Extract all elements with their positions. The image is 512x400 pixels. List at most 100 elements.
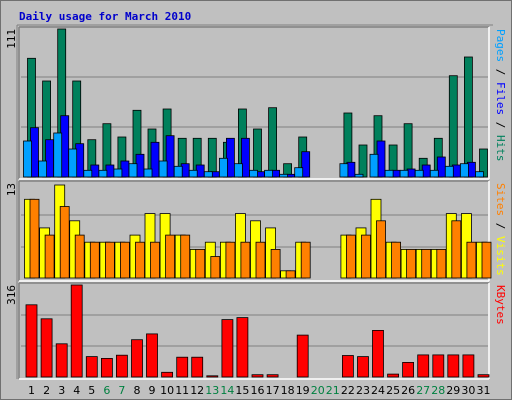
legend-top-part-0: Pages <box>494 29 507 62</box>
x-tick-label-15: 15 <box>235 384 249 397</box>
bar-sites-10 <box>165 234 176 279</box>
bar-pages-25 <box>384 169 394 178</box>
bar-kbytes-17 <box>266 374 279 378</box>
x-tick-label-20: 20 <box>311 384 325 397</box>
bar-sites-2 <box>44 234 55 279</box>
x-tick-label-21: 21 <box>326 384 340 397</box>
x-tick-label-31: 31 <box>477 384 491 397</box>
bar-pages-12 <box>188 169 198 178</box>
chart-title: Daily usage for March 2010 <box>19 10 191 23</box>
bar-sites-16 <box>255 241 266 279</box>
bar-kbytes-8 <box>131 339 143 378</box>
bar-files-14 <box>225 137 235 178</box>
x-tick-label-7: 7 <box>118 384 125 397</box>
legend-bottom-part-0: KBytes <box>494 285 507 325</box>
x-tick-label-24: 24 <box>371 384 385 397</box>
bar-kbytes-7 <box>116 354 128 378</box>
bar-pages-24 <box>369 153 379 178</box>
legend-top-part-4: Hits <box>494 135 507 162</box>
bar-sites-29 <box>451 220 462 279</box>
bar-kbytes-10 <box>161 371 174 378</box>
bar-sites-12 <box>195 248 206 279</box>
bar-sites-27 <box>421 248 432 279</box>
bar-pages-19 <box>294 167 304 178</box>
bar-kbytes-1 <box>25 304 38 378</box>
bar-pages-30 <box>459 163 469 178</box>
bar-sites-31 <box>481 241 492 279</box>
bar-pages-10 <box>158 160 168 178</box>
bar-sites-11 <box>180 234 191 279</box>
bar-files-15 <box>240 137 250 178</box>
x-tick-label-1: 1 <box>28 384 35 397</box>
x-tick-label-11: 11 <box>175 384 189 397</box>
bar-hits-17 <box>268 107 278 178</box>
legend-middle: Sites / Visits <box>494 183 507 276</box>
bar-pages-28 <box>429 169 439 178</box>
x-tick-label-18: 18 <box>281 384 295 397</box>
legend-middle-part-2: Visits <box>494 236 507 276</box>
x-tick-label-27: 27 <box>416 384 430 397</box>
legend-bottom: KBytes <box>494 285 507 325</box>
bar-pages-17 <box>264 169 274 178</box>
bar-sites-4 <box>74 234 85 279</box>
legend-top: Pages / Files / Hits <box>494 29 507 162</box>
bar-kbytes-24 <box>372 329 384 378</box>
bar-kbytes-2 <box>40 318 53 378</box>
x-tick-label-13: 13 <box>205 384 219 397</box>
x-tick-label-3: 3 <box>58 384 65 397</box>
legend-top-part-2: Files <box>494 82 507 115</box>
bar-sites-15 <box>240 241 251 279</box>
bar-pages-18 <box>279 173 289 178</box>
bar-kbytes-29 <box>447 354 460 378</box>
bar-sites-19 <box>300 241 311 279</box>
x-tick-label-12: 12 <box>190 384 204 397</box>
y-max-label-top: 111 <box>5 29 18 49</box>
bar-sites-18 <box>285 270 296 279</box>
bar-kbytes-26 <box>402 361 415 378</box>
panel-bottom: 316 KBytes <box>5 282 507 380</box>
x-tick-label-23: 23 <box>356 384 370 397</box>
bar-kbytes-31 <box>477 374 490 378</box>
bar-kbytes-11 <box>176 356 189 378</box>
x-tick-label-6: 6 <box>103 384 110 397</box>
bar-kbytes-12 <box>191 356 204 378</box>
bar-kbytes-27 <box>417 354 430 378</box>
bar-pages-26 <box>399 169 409 178</box>
bar-hits-23 <box>358 144 368 178</box>
bar-pages-2 <box>38 160 47 178</box>
x-tick-label-4: 4 <box>73 384 80 397</box>
x-tick-label-8: 8 <box>134 384 141 397</box>
bar-pages-15 <box>233 163 243 178</box>
bar-sites-7 <box>120 241 130 279</box>
bar-pages-23 <box>354 173 364 178</box>
bar-kbytes-28 <box>432 354 445 378</box>
bar-pages-8 <box>128 163 138 178</box>
panel-top: 111 Pages / Files / Hits <box>5 26 507 180</box>
bar-kbytes-13 <box>206 375 219 378</box>
bar-kbytes-15 <box>236 317 249 378</box>
bar-pages-3 <box>53 132 63 178</box>
y-max-label-bottom: 316 <box>5 285 18 305</box>
bar-kbytes-6 <box>101 357 113 378</box>
bar-kbytes-5 <box>85 356 98 378</box>
bar-pages-1 <box>23 140 32 178</box>
bar-kbytes-16 <box>251 374 264 378</box>
bar-pages-31 <box>475 171 484 178</box>
bar-hits-16 <box>253 128 262 178</box>
bar-kbytes-25 <box>387 373 400 378</box>
x-tick-label-17: 17 <box>266 384 280 397</box>
bar-pages-13 <box>203 171 213 178</box>
bar-sites-5 <box>89 241 100 279</box>
x-tick-label-14: 14 <box>220 384 234 397</box>
panel-middle: 13 Sites / Visits <box>5 180 507 282</box>
bar-pages-5 <box>83 169 93 178</box>
bar-sites-3 <box>59 206 70 279</box>
y-max-label-middle: 13 <box>5 183 18 196</box>
x-tick-label-29: 29 <box>446 384 460 397</box>
bar-sites-1 <box>29 198 40 279</box>
bar-pages-4 <box>68 148 78 178</box>
bar-pages-16 <box>249 169 258 178</box>
bar-kbytes-30 <box>462 354 475 378</box>
bar-sites-26 <box>406 248 417 279</box>
